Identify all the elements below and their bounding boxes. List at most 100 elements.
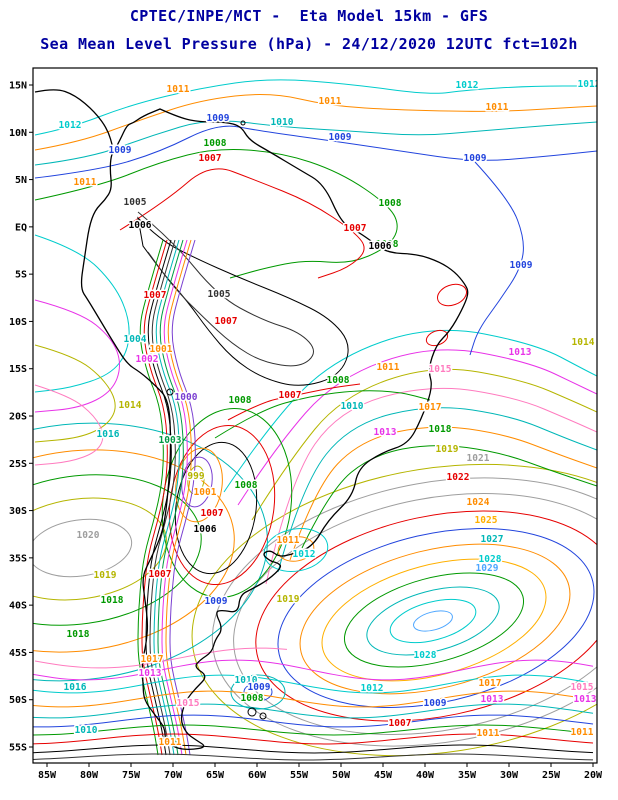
isobar-1007 (436, 283, 468, 307)
isobar-1027 (366, 586, 500, 656)
isobar-label: 1012 (293, 549, 316, 560)
isobar-1009 (34, 125, 597, 179)
isobar-label: 1012 (456, 80, 479, 91)
lat-tick-label: 15S (9, 364, 27, 375)
isobar-label: 1008 (376, 239, 399, 250)
isobar-999 (187, 465, 205, 495)
lon-tick-label: 60W (248, 770, 267, 781)
lat-tick-label: EQ (15, 222, 27, 233)
isobar-1015 (265, 387, 597, 585)
isobar-label: 1011 (486, 102, 509, 113)
isobar-label: 1012 (361, 683, 384, 694)
isobar-1005 (137, 211, 314, 367)
isobar-label: 1019 (94, 570, 117, 581)
isobar-1005 (149, 239, 176, 756)
map-clip-group: 1012 1012 1012 1011 1011 1011 1011 1010 1009 1009… (33, 78, 601, 761)
lat-tick-label: 40S (9, 601, 27, 612)
isobar-1008 (34, 149, 398, 279)
lat-tick-label: 20S (9, 412, 27, 423)
isobar-1006 (33, 744, 594, 754)
isobar-1016 (277, 407, 597, 573)
isobar-label: 1004 (124, 334, 147, 345)
lon-tick-label: 20W (584, 770, 603, 781)
isobar-label: 1011 (477, 728, 500, 739)
isobar-label: 1008 (379, 198, 402, 209)
isobar-label: 1028 (414, 650, 437, 661)
lon-tick-label: 75W (122, 770, 141, 781)
isobar-label: 1012 (578, 79, 601, 90)
isobar-label: 1024 (467, 497, 490, 508)
island-outline (166, 388, 174, 396)
isobar-label: 1017 (141, 654, 164, 665)
isobar-label: 1014 (572, 337, 595, 348)
isobar-label: 1009 (510, 260, 533, 271)
map-title-line2: Sea Mean Level Pressure (hPa) - 24/12/20… (40, 35, 578, 53)
lat-tick-label: 25S (9, 459, 27, 470)
isobar-1023 (277, 527, 595, 709)
isobar-1007 (141, 239, 168, 756)
lon-tick-label: 40W (416, 770, 435, 781)
isobar-label: 1011 (377, 362, 400, 373)
isobar-label: 1011 (277, 535, 300, 546)
isobar-1014 (34, 344, 116, 443)
isobar-1007 (425, 329, 449, 347)
isobar-label: 1014 (119, 400, 142, 411)
lon-tick-label: 65W (206, 770, 225, 781)
isobar-label: 1027 (481, 534, 504, 545)
isobar-1010 (34, 120, 597, 166)
isobar-1007 (33, 733, 594, 745)
lat-tick-label: 5N (15, 175, 27, 186)
isobar-1026 (343, 572, 525, 668)
isobar-label: 1017 (419, 402, 442, 413)
isobar-label: 1013 (509, 347, 532, 358)
isobar-label: 1010 (341, 401, 364, 412)
lat-tick-label: 15N (9, 81, 27, 92)
isobar-1011 (277, 536, 315, 562)
isobar-1010 (33, 703, 594, 719)
isobar-1024 (299, 543, 571, 695)
isobar-1009 (243, 682, 273, 702)
map-title-line1: CPTEC/INPE/MCT - Eta Model 15km - GFS (129, 7, 489, 25)
isobar-label: 1009 (207, 113, 230, 124)
isobar-label: 1020 (77, 530, 100, 541)
isobar-label: 1018 (429, 424, 452, 435)
isobar-1012 (33, 674, 594, 694)
isobar-label: 1009 (109, 145, 132, 156)
isobar-label: 1018 (67, 629, 90, 640)
isobar-label: 1000 (175, 392, 198, 403)
isobar-label: 1010 (235, 675, 258, 686)
isobar-1008 (33, 724, 594, 736)
isobar-label: 1007 (201, 508, 224, 519)
isobar-1016 (33, 422, 268, 682)
isobar-1011 (33, 690, 594, 708)
lon-tick-label: 45W (374, 770, 393, 781)
isobar-label: 1016 (97, 429, 120, 440)
isobar-1012 (34, 79, 597, 136)
isobar-label: 1002 (136, 354, 159, 365)
isobar-label: 1012 (59, 120, 82, 131)
isobar-label: 1022 (447, 472, 470, 483)
isobar-label: 1021 (467, 453, 490, 464)
isobar-label: 1003 (159, 435, 182, 446)
lat-tick-label: 35S (9, 553, 27, 564)
isobar-1006 (145, 239, 172, 756)
isobar-label: 1013 (139, 668, 162, 679)
isobar-label: 1007 (215, 316, 238, 327)
isobar-label: 1015 (177, 698, 200, 709)
isobar-label: 1025 (475, 515, 498, 526)
isobar-label: 1007 (149, 569, 172, 580)
isobar-1019 (33, 497, 167, 601)
island-outline (247, 707, 257, 717)
isobar-label: 1011 (319, 96, 342, 107)
isobar-label: 1010 (271, 117, 294, 128)
isobar-1013 (237, 349, 597, 506)
isobar-1000 (181, 456, 213, 508)
isobar-label: 1007 (144, 290, 167, 301)
lat-tick-label: 55S (9, 743, 27, 754)
isobar-label: 1001 (194, 487, 217, 498)
isobar-label: 1009 (424, 698, 447, 709)
lat-tick-label: 10N (9, 128, 27, 139)
lat-tick-label: 50S (9, 695, 27, 706)
isobar-label: 999 (187, 471, 204, 482)
